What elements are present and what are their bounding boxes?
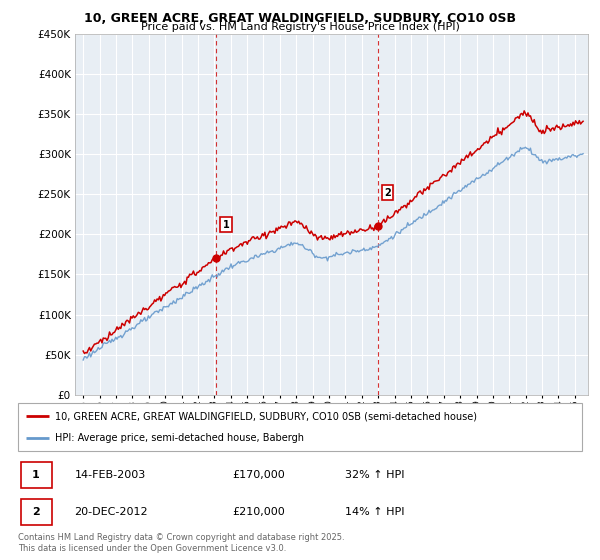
Text: HPI: Average price, semi-detached house, Babergh: HPI: Average price, semi-detached house,… (55, 433, 304, 443)
Text: 10, GREEN ACRE, GREAT WALDINGFIELD, SUDBURY, CO10 0SB (semi-detached house): 10, GREEN ACRE, GREAT WALDINGFIELD, SUDB… (55, 411, 476, 421)
Text: 2: 2 (384, 188, 391, 198)
Text: 1: 1 (32, 470, 40, 480)
Text: 32% ↑ HPI: 32% ↑ HPI (345, 470, 404, 480)
Text: 14-FEB-2003: 14-FEB-2003 (74, 470, 146, 480)
Text: Contains HM Land Registry data © Crown copyright and database right 2025.
This d: Contains HM Land Registry data © Crown c… (18, 533, 344, 553)
Text: 14% ↑ HPI: 14% ↑ HPI (345, 507, 404, 517)
Text: £210,000: £210,000 (232, 507, 285, 517)
FancyBboxPatch shape (18, 403, 582, 451)
FancyBboxPatch shape (21, 462, 52, 488)
Text: Price paid vs. HM Land Registry's House Price Index (HPI): Price paid vs. HM Land Registry's House … (140, 22, 460, 32)
Text: 20-DEC-2012: 20-DEC-2012 (74, 507, 148, 517)
Text: 10, GREEN ACRE, GREAT WALDINGFIELD, SUDBURY, CO10 0SB: 10, GREEN ACRE, GREAT WALDINGFIELD, SUDB… (84, 12, 516, 25)
Text: 1: 1 (223, 220, 230, 230)
Text: £170,000: £170,000 (232, 470, 285, 480)
FancyBboxPatch shape (21, 499, 52, 525)
Text: 2: 2 (32, 507, 40, 517)
